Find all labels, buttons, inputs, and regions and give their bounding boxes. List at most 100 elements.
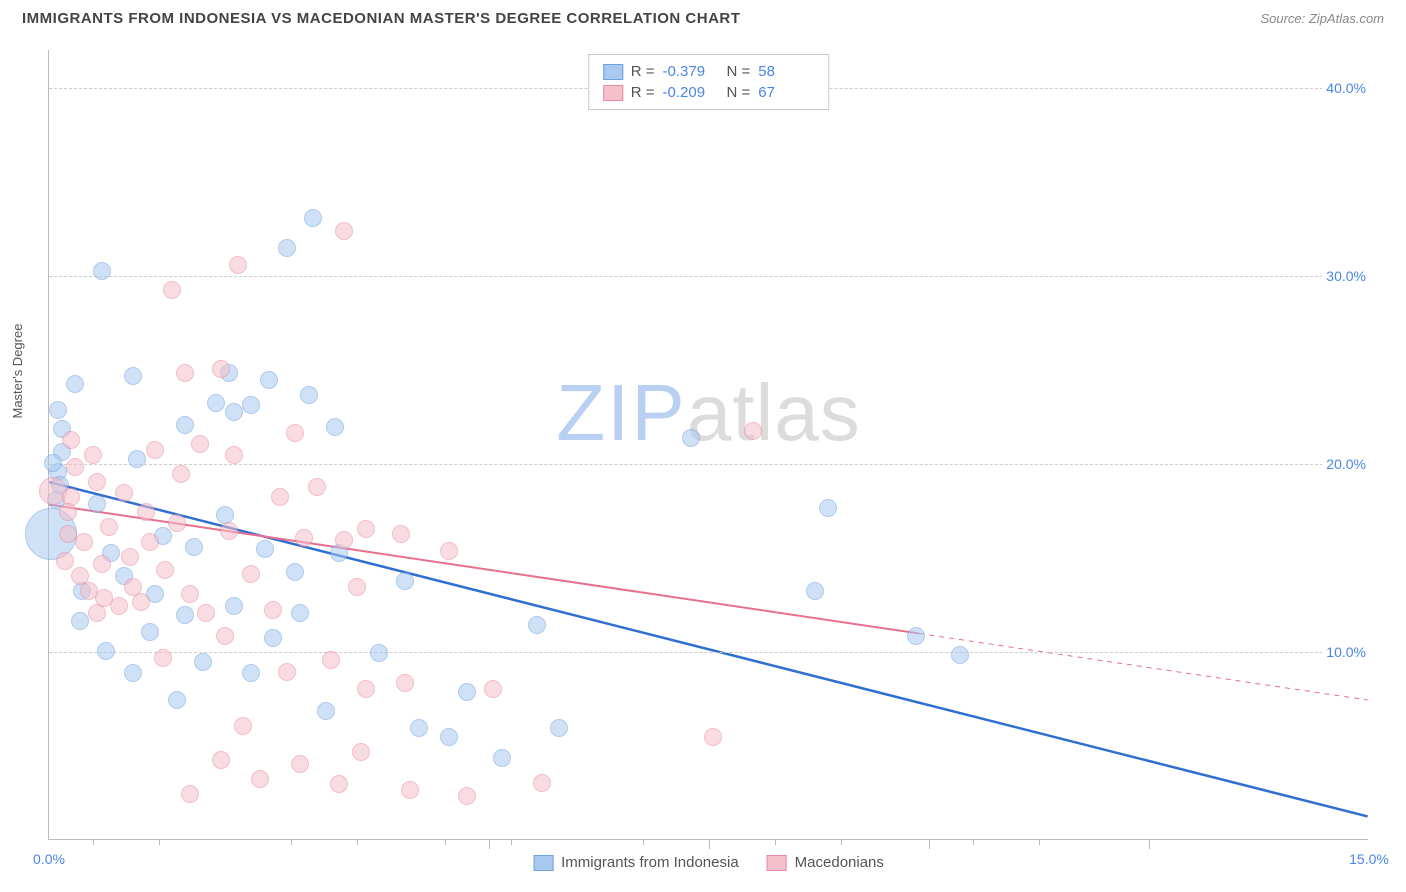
data-point <box>317 702 335 720</box>
gridline <box>49 276 1368 277</box>
watermark-atlas: atlas <box>687 368 861 457</box>
data-point <box>806 582 824 600</box>
data-point <box>256 540 274 558</box>
watermark: ZIPatlas <box>556 367 860 459</box>
series-label-0: Immigrants from Indonesia <box>561 854 739 871</box>
data-point <box>264 601 282 619</box>
data-point <box>291 604 309 622</box>
legend-stats: R = -0.379 N = 58 R = -0.209 N = 67 <box>588 54 830 110</box>
y-axis-label: Master's Degree <box>10 324 25 419</box>
legend-item: Immigrants from Indonesia <box>533 854 739 871</box>
data-point <box>124 664 142 682</box>
data-point <box>229 256 247 274</box>
data-point <box>300 386 318 404</box>
x-tick-mark <box>357 839 358 845</box>
data-point <box>278 239 296 257</box>
r-value-1: -0.209 <box>663 84 719 101</box>
x-tick-mark-major <box>1149 839 1150 849</box>
chart-container: Master's Degree ZIPatlas R = -0.379 N = … <box>0 40 1406 892</box>
data-point <box>154 649 172 667</box>
x-tick-mark <box>1039 839 1040 845</box>
data-point <box>458 787 476 805</box>
data-point <box>744 422 762 440</box>
data-point <box>819 499 837 517</box>
legend-item: Macedonians <box>767 854 884 871</box>
data-point <box>168 514 186 532</box>
data-point <box>396 572 414 590</box>
data-point <box>330 775 348 793</box>
swatch-series-1 <box>767 855 787 871</box>
r-label: R = <box>631 84 655 101</box>
data-point <box>93 262 111 280</box>
data-point <box>295 529 313 547</box>
y-tick-label: 40.0% <box>1322 80 1370 96</box>
x-tick-label: 15.0% <box>1349 851 1389 867</box>
data-point <box>234 717 252 735</box>
gridline <box>49 652 1368 653</box>
data-point <box>440 542 458 560</box>
x-tick-mark-major <box>489 839 490 849</box>
data-point <box>322 651 340 669</box>
data-point <box>251 770 269 788</box>
data-point <box>176 416 194 434</box>
y-tick-label: 10.0% <box>1322 644 1370 660</box>
data-point <box>132 593 150 611</box>
data-point <box>396 674 414 692</box>
data-point <box>326 418 344 436</box>
data-point <box>115 484 133 502</box>
data-point <box>110 597 128 615</box>
data-point <box>71 567 89 585</box>
data-point <box>212 751 230 769</box>
data-point <box>533 774 551 792</box>
x-tick-mark <box>841 839 842 845</box>
data-point <box>97 642 115 660</box>
data-point <box>352 743 370 761</box>
n-value-0: 58 <box>758 63 814 80</box>
data-point <box>62 431 80 449</box>
data-point <box>458 683 476 701</box>
data-point <box>260 371 278 389</box>
data-point <box>191 435 209 453</box>
data-point <box>550 719 568 737</box>
x-tick-mark <box>643 839 644 845</box>
data-point <box>100 518 118 536</box>
data-point <box>59 503 77 521</box>
x-tick-mark <box>93 839 94 845</box>
legend-stats-row: R = -0.379 N = 58 <box>603 61 815 82</box>
data-point <box>176 606 194 624</box>
swatch-series-1 <box>603 85 623 101</box>
source-label: Source: ZipAtlas.com <box>1260 11 1384 26</box>
data-point <box>93 555 111 573</box>
data-point <box>357 680 375 698</box>
data-point <box>242 664 260 682</box>
x-tick-mark <box>445 839 446 845</box>
data-point <box>66 375 84 393</box>
data-point <box>951 646 969 664</box>
chart-title: IMMIGRANTS FROM INDONESIA VS MACEDONIAN … <box>22 10 740 27</box>
data-point <box>242 396 260 414</box>
r-label: R = <box>631 63 655 80</box>
data-point <box>907 627 925 645</box>
data-point <box>88 495 106 513</box>
data-point <box>225 597 243 615</box>
data-point <box>286 563 304 581</box>
x-tick-mark <box>511 839 512 845</box>
data-point <box>704 728 722 746</box>
swatch-series-0 <box>533 855 553 871</box>
data-point <box>401 781 419 799</box>
header: IMMIGRANTS FROM INDONESIA VS MACEDONIAN … <box>0 0 1406 33</box>
regression-line-solid <box>49 482 1367 816</box>
data-point <box>56 552 74 570</box>
data-point <box>128 450 146 468</box>
swatch-series-0 <box>603 64 623 80</box>
data-point <box>335 531 353 549</box>
data-point <box>156 561 174 579</box>
data-point <box>71 612 89 630</box>
data-point <box>348 578 366 596</box>
data-point <box>181 785 199 803</box>
n-value-1: 67 <box>758 84 814 101</box>
data-point <box>176 364 194 382</box>
data-point <box>49 401 67 419</box>
r-value-0: -0.379 <box>663 63 719 80</box>
data-point <box>141 623 159 641</box>
